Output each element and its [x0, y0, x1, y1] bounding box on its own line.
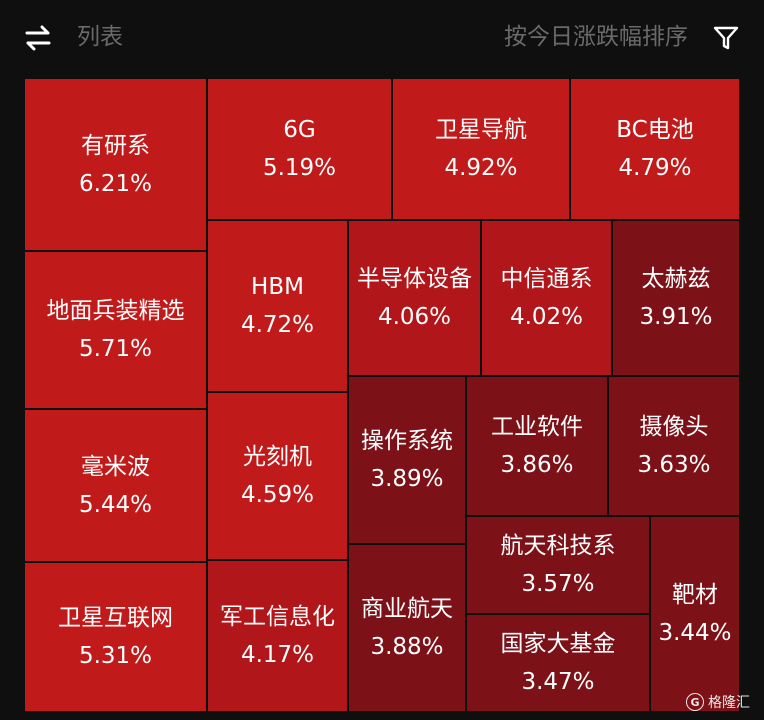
- tile-change-percent: 4.92%: [444, 155, 518, 181]
- tile-change-percent: 3.47%: [521, 669, 595, 695]
- tile-change-percent: 4.06%: [377, 304, 452, 330]
- watermark-text: 格隆汇: [708, 695, 750, 711]
- tile-change-percent: 6.21%: [78, 170, 153, 197]
- tile-change-percent: 3.86%: [500, 452, 574, 478]
- tile-change-percent: 3.91%: [639, 304, 713, 330]
- tile-change-percent: 4.59%: [240, 482, 315, 508]
- tile-change-percent: 4.02%: [509, 304, 584, 330]
- tile-change-percent: 4.17%: [240, 642, 315, 668]
- tile-change-percent: 4.79%: [618, 155, 692, 181]
- treemap-tile[interactable]: 摄像头 3.63%: [608, 376, 740, 516]
- swap-arrows-icon[interactable]: [24, 25, 52, 51]
- tile-name: 中信通系: [500, 266, 593, 292]
- tile-name: 商业航天: [361, 596, 453, 622]
- treemap-tile[interactable]: 国家大基金 3.47%: [466, 614, 650, 712]
- tile-name: 太赫兹: [641, 266, 711, 292]
- treemap-tile[interactable]: 工业软件 3.86%: [466, 376, 608, 516]
- sort-order-label[interactable]: 按今日涨跌幅排序: [504, 24, 688, 50]
- tile-change-percent: 5.44%: [78, 491, 153, 518]
- treemap-tile[interactable]: HBM 4.72%: [207, 220, 348, 392]
- tile-change-percent: 3.88%: [370, 634, 444, 660]
- tile-name: 国家大基金: [500, 631, 616, 657]
- treemap-tile[interactable]: 航天科技系 3.57%: [466, 516, 650, 614]
- tile-change-percent: 3.44%: [658, 620, 732, 646]
- treemap-tile[interactable]: 毫米波 5.44%: [24, 409, 207, 562]
- tile-change-percent: 4.72%: [240, 312, 315, 338]
- tile-name: 卫星导航: [435, 117, 527, 143]
- treemap-tile[interactable]: 6G 5.19%: [207, 78, 392, 220]
- tile-name: 操作系统: [361, 428, 453, 454]
- treemap-tile[interactable]: 光刻机 4.59%: [207, 392, 348, 560]
- tile-name: 6G: [283, 117, 316, 143]
- treemap-tile[interactable]: 商业航天 3.88%: [348, 544, 466, 712]
- tile-name: 摄像头: [639, 414, 709, 440]
- treemap-tile[interactable]: 卫星导航 4.92%: [392, 78, 570, 220]
- tile-name: 卫星互联网: [58, 605, 173, 631]
- tile-change-percent: 3.63%: [637, 452, 711, 478]
- tile-name: 靶材: [672, 582, 718, 608]
- tile-name: 毫米波: [81, 453, 150, 480]
- tile-name: 军工信息化: [220, 604, 335, 630]
- watermark-logo: G 格隆汇: [686, 692, 750, 712]
- top-bar: 列表 按今日涨跌幅排序: [0, 0, 764, 74]
- tile-name: 半导体设备: [357, 266, 472, 292]
- treemap-tile[interactable]: 半导体设备 4.06%: [348, 220, 481, 376]
- tile-change-percent: 5.31%: [78, 643, 153, 669]
- treemap-tile[interactable]: 靶材 3.44%: [650, 516, 740, 712]
- tile-name: 地面兵装精选: [46, 298, 185, 324]
- treemap-tile[interactable]: 中信通系 4.02%: [481, 220, 612, 376]
- tile-change-percent: 3.89%: [370, 466, 444, 492]
- tile-change-percent: 5.71%: [78, 336, 153, 362]
- treemap-tile[interactable]: 军工信息化 4.17%: [207, 560, 348, 712]
- treemap-tile[interactable]: BC电池 4.79%: [570, 78, 740, 220]
- sector-treemap: 有研系 6.21% 6G 5.19% 卫星导航 4.92% BC电池 4.79%…: [24, 78, 740, 712]
- tile-change-percent: 5.19%: [262, 155, 337, 181]
- tile-name: HBM: [251, 274, 304, 300]
- tile-change-percent: 3.57%: [521, 571, 595, 597]
- tile-name: 工业软件: [491, 414, 583, 440]
- tile-name: 有研系: [81, 132, 150, 159]
- treemap-tile[interactable]: 卫星互联网 5.31%: [24, 562, 207, 712]
- treemap-tile[interactable]: 太赫兹 3.91%: [612, 220, 740, 376]
- brand-logo-icon: G: [686, 693, 704, 711]
- treemap-tile[interactable]: 操作系统 3.89%: [348, 376, 466, 544]
- tile-name: 光刻机: [243, 444, 312, 470]
- treemap-tile[interactable]: 有研系 6.21%: [24, 78, 207, 251]
- tile-name: BC电池: [616, 117, 694, 143]
- funnel-icon[interactable]: [713, 25, 739, 51]
- treemap-tile[interactable]: 地面兵装精选 5.71%: [24, 251, 207, 409]
- list-view-toggle[interactable]: 列表: [77, 24, 123, 50]
- tile-name: 航天科技系: [500, 533, 616, 559]
